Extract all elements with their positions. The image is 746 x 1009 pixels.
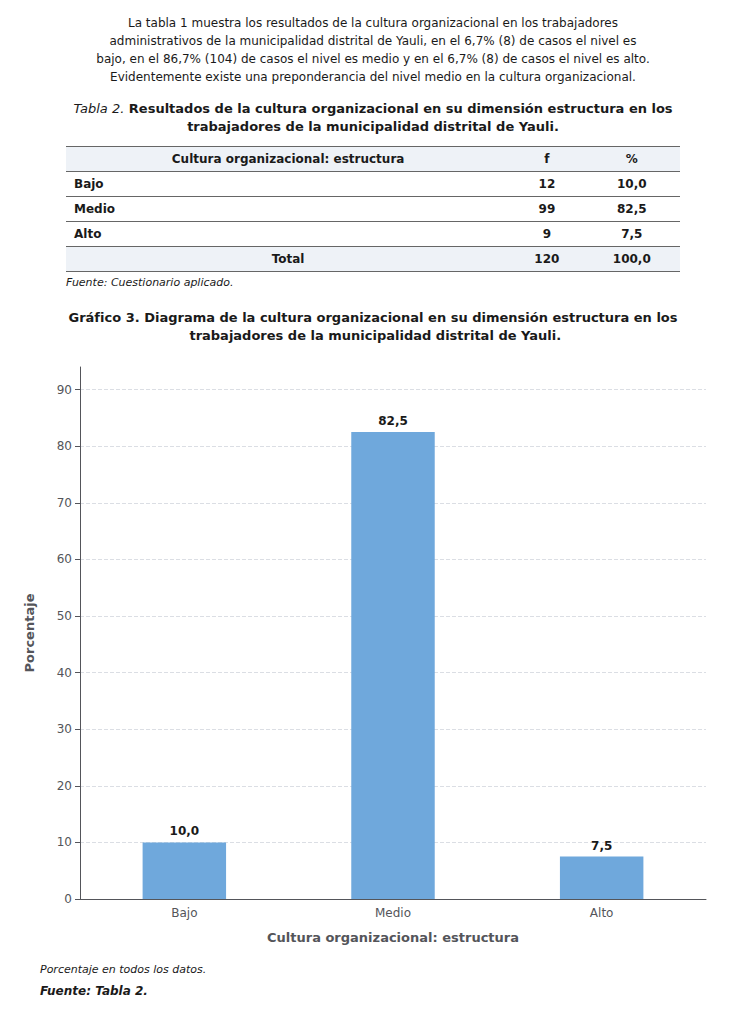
svg-text:80: 80 [57,439,72,453]
svg-text:Cultura organizacional: estruc: Cultura organizacional: estructura [267,930,519,945]
html-text:bajo, en el 86,7% (104) de cas: bajo, en el 86,7% (104) de casos el nive… [96,52,650,66]
svg-text:0: 0 [64,892,72,906]
html-text:f: f [544,152,550,166]
html-text:99: 99 [538,202,556,216]
svg-text:60: 60 [57,552,72,566]
html-text:Total: Total [271,252,305,266]
html-text:Alto: Alto [74,227,102,241]
svg-text:Medio: Medio [375,906,411,920]
svg-text:Fuente: Tabla 2.: Fuente: Tabla 2. [40,984,148,998]
html-text:La tabla 1 muestra los resulta: La tabla 1 muestra los resultados de la … [128,16,618,30]
svg-text:Porcentaje: Porcentaje [22,593,37,672]
svg-text:Gráfico 3. Diagrama de la cult: Gráfico 3. Diagrama de la cultura organi… [68,310,677,325]
svg-text:30: 30 [57,722,72,736]
svg-text:10,0: 10,0 [170,824,200,838]
html-text:administrativos de la municipa: administrativos de la municipalidad dist… [109,34,637,48]
html-text:Cultura organizacional: estruc: Cultura organizacional: estructura [171,152,405,166]
html-text:Bajo: Bajo [74,177,104,191]
svg-text:82,5: 82,5 [378,414,408,428]
html-text:Medio: Medio [74,202,115,216]
svg-text:70: 70 [57,496,72,510]
svg-text:20: 20 [57,779,72,793]
svg-text:50: 50 [57,609,72,623]
svg-text:7,5: 7,5 [591,839,612,853]
svg-text:Alto: Alto [590,906,614,920]
svg-text:10: 10 [57,835,72,849]
html-text:7,5: 7,5 [621,227,643,241]
html-text:Evidentemente existe una prepo: Evidentemente existe una preponderancia … [110,70,636,84]
html-text:10,0: 10,0 [617,177,647,191]
svg-text:Bajo: Bajo [171,906,197,920]
svg-text:90: 90 [57,383,72,397]
html-text:9: 9 [542,227,552,241]
html-text:120: 120 [534,252,560,266]
svg-text:40: 40 [57,666,72,680]
svg-text:trabajadores de la municipalid: trabajadores de la municipalidad distrit… [185,328,561,343]
html-text:82,5: 82,5 [617,202,647,216]
svg-text:Porcentaje en todos los datos.: Porcentaje en todos los datos. [40,963,206,976]
html-text:12: 12 [538,177,556,191]
html-text:100,0: 100,0 [612,252,651,266]
html-text:Tabla 2. Resultados de la cult: Tabla 2. Resultados de la cultura organi… [73,101,673,134]
html-text:Fuente: Cuestionario aplicado.: Fuente: Cuestionario aplicado. [66,276,234,289]
